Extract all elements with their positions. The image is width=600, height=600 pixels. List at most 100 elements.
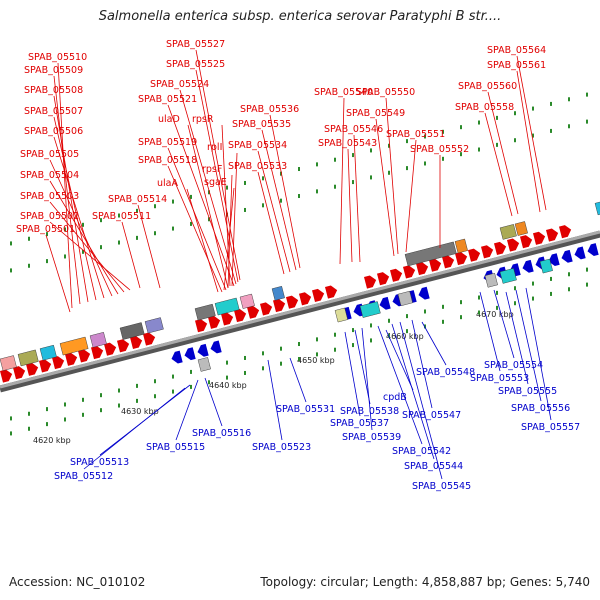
gene-label-reverse: SPAB_05555 <box>498 386 557 397</box>
tick-mark <box>154 204 156 209</box>
tick-mark <box>100 218 102 223</box>
leader-line <box>344 331 361 417</box>
leader-line <box>167 165 223 293</box>
tick-mark <box>100 245 102 250</box>
tick-mark <box>424 161 426 166</box>
leader-line <box>354 329 371 405</box>
tick-mark <box>100 393 102 398</box>
tick-mark <box>280 198 282 203</box>
gene-box <box>484 272 498 288</box>
leader-line <box>53 95 89 303</box>
gene-label-reverse: SPAB_05544 <box>404 461 463 472</box>
leader-line <box>121 221 141 289</box>
tick-mark <box>28 426 30 431</box>
gene-box <box>214 297 240 316</box>
tick-mark <box>154 379 156 384</box>
tick-mark <box>298 357 300 362</box>
gene-arrow <box>221 312 234 326</box>
gene-box <box>404 241 457 267</box>
gene-label-forward: SPAB_05527 <box>166 39 225 50</box>
leader-line <box>269 114 301 269</box>
tick-mark <box>442 129 444 134</box>
tick-mark <box>478 120 480 125</box>
gene-label-reverse: SPAB_05538 <box>340 406 399 417</box>
gene-arrow <box>546 228 559 242</box>
tick-mark <box>190 384 192 389</box>
gene-arrow <box>210 340 222 354</box>
gene-box <box>197 357 211 372</box>
leader-line <box>399 321 443 480</box>
gene-label-forward: SPAB_05504 <box>20 170 79 181</box>
tick-mark <box>46 259 48 264</box>
tick-mark <box>568 97 570 102</box>
leader-line <box>385 97 399 255</box>
leader-line <box>175 379 199 441</box>
gene-box <box>397 290 413 307</box>
tick-mark <box>136 208 138 213</box>
gene-arrow <box>26 362 39 376</box>
gene-arrow <box>548 253 560 267</box>
gene-label-forward: ulaA <box>157 178 178 189</box>
tick-label: 4670 kbp <box>476 310 514 319</box>
tick-mark <box>424 309 426 314</box>
leader-line <box>391 323 435 460</box>
tick-mark <box>64 402 66 407</box>
tick-mark <box>118 240 120 245</box>
leader-line <box>377 325 423 445</box>
tick-mark <box>406 329 408 334</box>
gene-label-forward: SPAB_05514 <box>108 194 167 205</box>
tick-mark <box>370 175 372 180</box>
leader-line <box>195 49 241 281</box>
tick-mark <box>532 106 534 111</box>
gene-box <box>144 317 164 334</box>
gene-label-reverse: SPAB_05547 <box>402 410 461 421</box>
kbp-ticks: 4620 kbp 4630 kbp 4640 kbp 4650 kbp 4660 kbp… <box>10 92 588 445</box>
leader-line <box>186 188 219 293</box>
gene-label-forward: SPAB_05501 <box>16 224 75 235</box>
tick-mark <box>388 143 390 148</box>
leader-line <box>421 321 447 366</box>
leader-line <box>167 104 235 287</box>
gene-arrow <box>416 262 429 276</box>
tick-mark <box>136 383 138 388</box>
leader-line <box>187 124 229 289</box>
leader-line <box>515 289 542 402</box>
tick-mark <box>478 295 480 300</box>
leader-line <box>204 377 223 427</box>
label-leaders <box>45 49 552 480</box>
gene-arrow <box>574 246 586 260</box>
tick-mark <box>424 324 426 329</box>
leader-line <box>289 357 307 403</box>
gene-label-reverse: SPAB_05537 <box>330 418 389 429</box>
gene-label-forward: SPAB_05521 <box>138 94 197 105</box>
gene-label-forward: SPAB_05518 <box>138 155 197 166</box>
gene-arrow <box>197 343 209 357</box>
tick-mark <box>118 213 120 218</box>
leader-line <box>267 359 283 441</box>
gene-labels: SPAB_05510 SPAB_05509 SPAB_05508 SPAB_05507… <box>16 39 580 492</box>
tick-mark <box>190 194 192 199</box>
tick-mark <box>316 162 318 167</box>
leader-line <box>167 147 227 291</box>
gene-label-forward: SPAB_05552 <box>410 144 469 155</box>
gene-arrow <box>299 292 312 306</box>
gene-label-forward: SPAB_05560 <box>458 81 517 92</box>
tick-mark <box>352 180 354 185</box>
gene-arrow <box>364 275 377 289</box>
leader-line <box>516 70 541 213</box>
tick-mark <box>280 171 282 176</box>
gene-label-forward: SPAB_05510 <box>28 52 87 63</box>
gene-arrow <box>143 332 156 346</box>
tick-mark <box>532 296 534 301</box>
tick-mark <box>514 301 516 306</box>
gene-label-forward: rpsR <box>192 114 214 125</box>
tick-mark <box>226 360 228 365</box>
leader-line <box>493 289 515 359</box>
tick-mark <box>10 241 12 246</box>
tick-mark <box>370 338 372 343</box>
gene-arrow <box>312 288 325 303</box>
leader-line <box>57 62 73 309</box>
gene-label-forward: SPAB_05543 <box>318 138 377 149</box>
gene-label-forward: SPAB_05508 <box>24 85 83 96</box>
